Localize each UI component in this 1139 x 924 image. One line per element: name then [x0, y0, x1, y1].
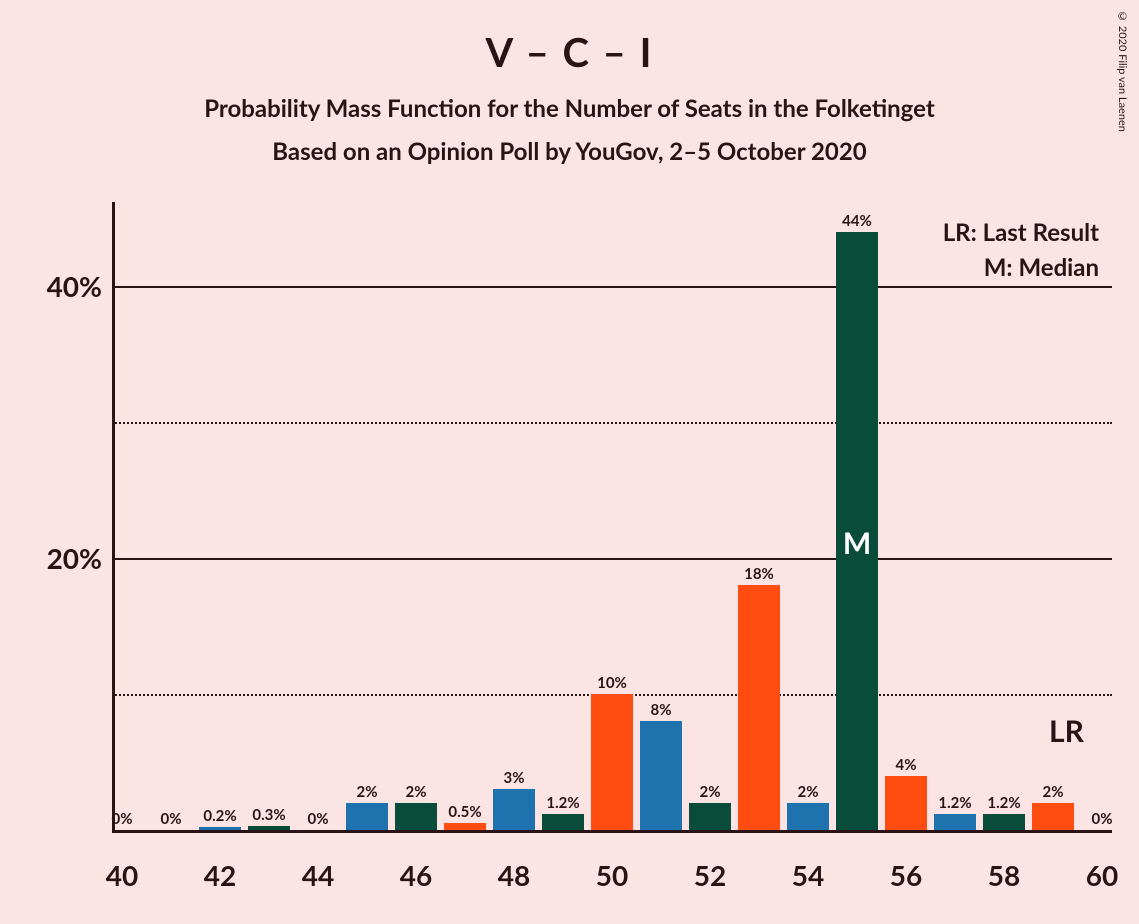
- x-tick-label: 50: [596, 858, 628, 892]
- chart-plot-area: 20%40%40424446485052545658600%0%0.2%0.3%…: [112, 218, 1112, 918]
- x-tick-label: 52: [694, 858, 726, 892]
- chart-subtitle-1: Probability Mass Function for the Number…: [0, 94, 1139, 123]
- bar: [983, 814, 1025, 830]
- x-tick-label: 44: [302, 858, 334, 892]
- bar-value-label: 2%: [700, 783, 721, 801]
- gridline-major: [112, 286, 1112, 288]
- chart-title: V – C – I: [0, 0, 1139, 76]
- bar: M: [836, 232, 878, 830]
- bar-value-label: 2%: [406, 783, 427, 801]
- x-tick-label: 60: [1086, 858, 1118, 892]
- chart-subtitle-2: Based on an Opinion Poll by YouGov, 2–5 …: [0, 137, 1139, 166]
- median-marker: M: [843, 525, 871, 561]
- y-tick-label: 20%: [32, 541, 102, 575]
- bar-value-label: 0%: [112, 810, 133, 828]
- copyright-text: © 2020 Filip van Laenen: [1116, 10, 1129, 132]
- bar-value-label: 0%: [308, 810, 329, 828]
- gridline-minor: [112, 422, 1112, 424]
- bar-value-label: 0.5%: [448, 803, 481, 821]
- bar: [444, 823, 486, 830]
- bar-value-label: 18%: [744, 565, 774, 583]
- x-tick-label: 54: [792, 858, 824, 892]
- bar: [346, 803, 388, 830]
- bar-value-label: 0%: [161, 810, 182, 828]
- bar: [493, 789, 535, 830]
- bar: [395, 803, 437, 830]
- bar-value-label: 1.2%: [938, 794, 971, 812]
- bar-value-label: 2%: [798, 783, 819, 801]
- x-tick-label: 56: [890, 858, 922, 892]
- bar: [1032, 803, 1074, 830]
- gridline-major: [112, 558, 1112, 560]
- bar-value-label: 1.2%: [987, 794, 1020, 812]
- bar: [199, 827, 241, 830]
- x-tick-label: 46: [400, 858, 432, 892]
- bar: [738, 585, 780, 830]
- bar: [885, 776, 927, 830]
- bar-value-label: 2%: [1043, 783, 1064, 801]
- bar-value-label: 2%: [357, 783, 378, 801]
- bar-value-label: 44%: [842, 212, 872, 230]
- y-axis: [112, 202, 115, 830]
- bar-value-label: 3%: [504, 769, 525, 787]
- bar: [542, 814, 584, 830]
- x-axis: [112, 830, 1112, 833]
- bar-value-label: 1.2%: [546, 794, 579, 812]
- x-tick-label: 48: [498, 858, 530, 892]
- x-tick-label: 58: [988, 858, 1020, 892]
- bar-value-label: 4%: [896, 756, 917, 774]
- bar: [640, 721, 682, 830]
- bar: [591, 694, 633, 830]
- bar-value-label: 0%: [1092, 810, 1113, 828]
- y-tick-label: 40%: [32, 269, 102, 303]
- bar: [689, 803, 731, 830]
- x-tick-label: 40: [106, 858, 138, 892]
- bar-value-label: 8%: [651, 701, 672, 719]
- x-tick-label: 42: [204, 858, 236, 892]
- bar-value-label: 10%: [597, 674, 627, 692]
- bar-value-label: 0.2%: [203, 807, 236, 825]
- bar: [248, 826, 290, 830]
- bar: [934, 814, 976, 830]
- bar-value-label: 0.3%: [252, 806, 285, 824]
- bar: [787, 803, 829, 830]
- last-result-marker: LR: [1049, 713, 1084, 749]
